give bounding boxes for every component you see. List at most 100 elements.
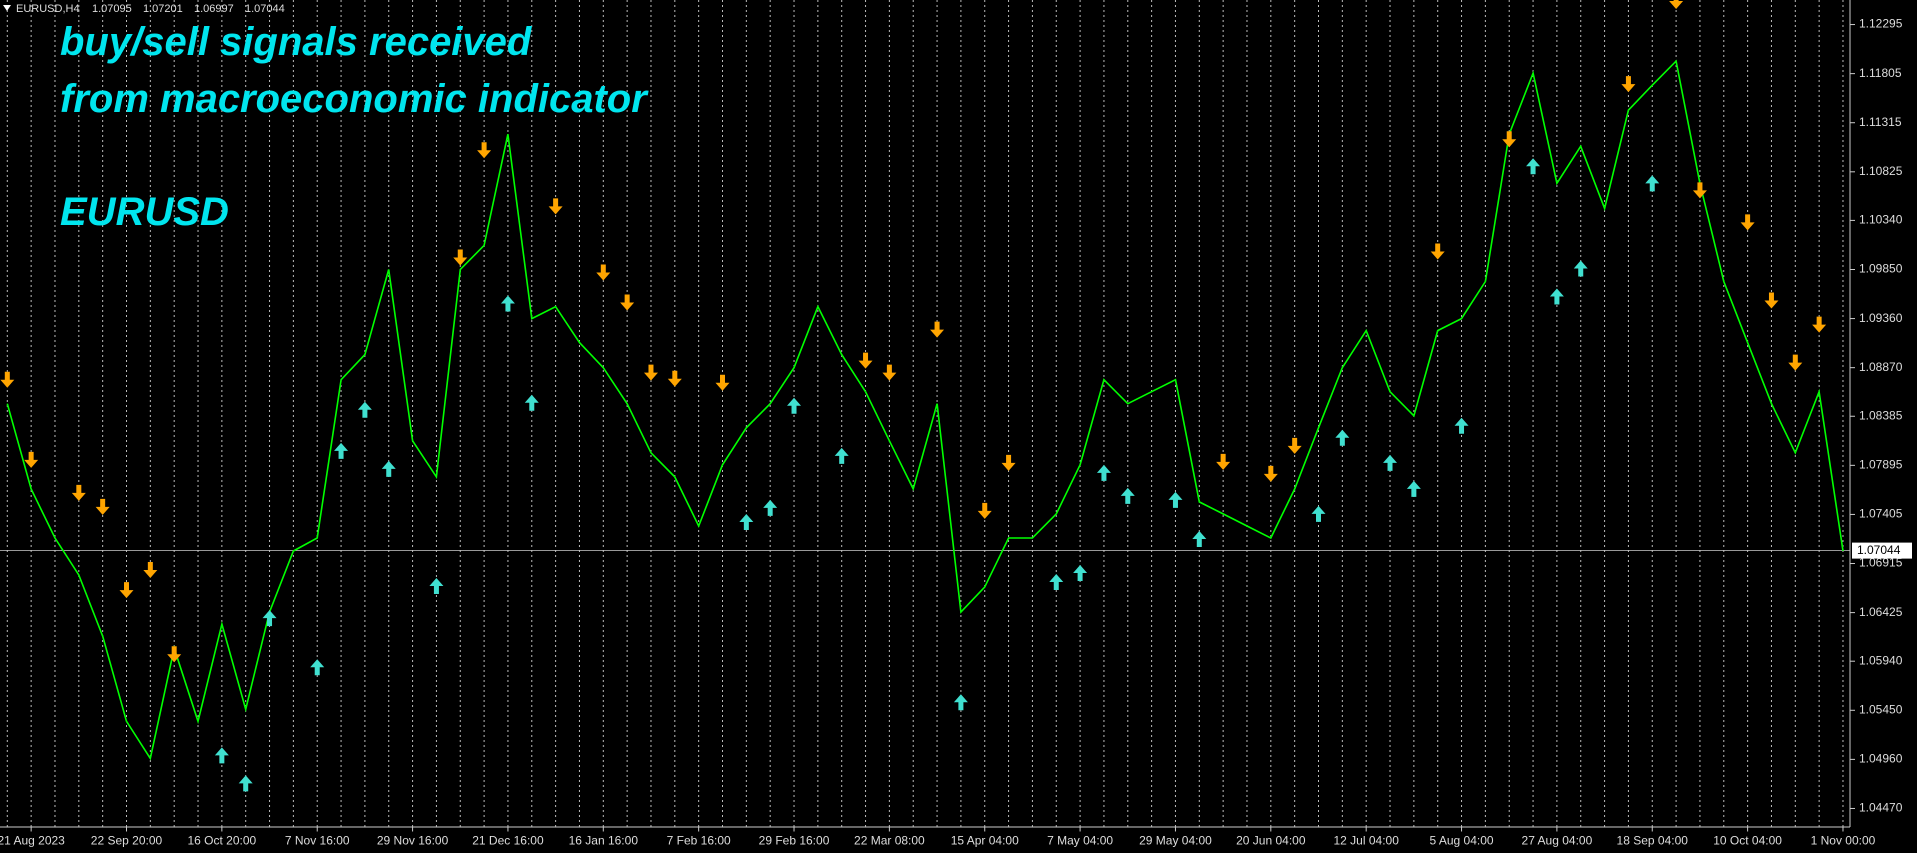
sell-arrow — [0, 371, 15, 388]
buy-arrow — [1073, 565, 1088, 582]
y-tick-label: 1.04470 — [1859, 801, 1903, 815]
sell-arrow — [858, 352, 873, 369]
buy-arrow — [834, 447, 849, 464]
ohlc-high: 1.07201 — [143, 3, 183, 15]
x-tick-label: 16 Oct 20:00 — [188, 834, 257, 848]
sell-arrow — [1669, 0, 1684, 10]
x-tick-label: 7 Nov 16:00 — [285, 834, 350, 848]
sell-arrow — [1740, 214, 1755, 231]
annotation: buy/sell signals received — [60, 20, 533, 64]
sell-arrow — [882, 364, 897, 381]
sell-arrow — [930, 321, 945, 338]
buy-arrow — [262, 610, 277, 627]
buy-arrow — [739, 513, 754, 530]
x-tick-label: 16 Jan 16:00 — [569, 834, 639, 848]
sell-arrow — [167, 646, 182, 663]
x-tick-label: 22 Mar 08:00 — [854, 834, 925, 848]
price-line — [6, 59, 1844, 761]
buy-arrow — [1311, 505, 1326, 522]
ohlc-close: 1.07044 — [245, 3, 285, 15]
y-tick-label: 1.09850 — [1859, 262, 1903, 276]
buy-arrow — [1335, 429, 1350, 446]
x-tick-label: 7 Feb 16:00 — [667, 834, 731, 848]
sell-arrow — [667, 370, 682, 387]
x-tick-label: 22 Sep 20:00 — [91, 834, 163, 848]
y-tick-label: 1.07405 — [1859, 507, 1903, 521]
buy-arrow — [763, 499, 778, 516]
sell-arrow — [95, 498, 110, 515]
ohlc-low: 1.06997 — [194, 3, 234, 15]
sell-arrow — [477, 142, 492, 159]
y-tick-label: 1.08870 — [1859, 360, 1903, 374]
y-tick-label: 1.11805 — [1859, 66, 1902, 80]
x-tick-label: 7 May 04:00 — [1047, 834, 1113, 848]
menu-triangle[interactable] — [3, 5, 11, 11]
buy-arrow — [500, 295, 515, 312]
buy-arrow — [1573, 260, 1588, 277]
buy-arrow — [214, 747, 229, 764]
y-tick-label: 1.12295 — [1859, 17, 1903, 31]
x-tick-label: 29 Feb 16:00 — [759, 834, 830, 848]
buy-arrow — [1383, 454, 1398, 471]
buy-arrow — [1526, 158, 1541, 175]
symbol-label: EURUSD,H4 — [16, 3, 80, 15]
y-tick-label: 1.05940 — [1859, 653, 1903, 667]
y-tick-label: 1.04960 — [1859, 752, 1903, 766]
sell-arrow — [1812, 316, 1827, 333]
x-tick-label: 15 Apr 04:00 — [951, 834, 1019, 848]
y-tick-label: 1.11315 — [1859, 115, 1902, 129]
x-tick-label: 18 Sep 04:00 — [1617, 834, 1689, 848]
y-tick-label: 1.06425 — [1859, 605, 1903, 619]
ohlc-open: 1.07095 — [92, 3, 132, 15]
sell-arrow — [548, 198, 563, 215]
buy-arrow — [238, 775, 253, 792]
buy-arrow — [524, 394, 539, 411]
y-tick-label: 1.09360 — [1859, 311, 1903, 325]
x-tick-label: 12 Jul 04:00 — [1333, 834, 1399, 848]
y-tick-label: 1.10340 — [1859, 213, 1903, 227]
sell-arrow — [977, 502, 992, 519]
sell-arrow — [453, 249, 468, 266]
current-price-label: 1.07044 — [1857, 543, 1901, 557]
buy-arrow — [1192, 530, 1207, 547]
sell-arrow — [1430, 243, 1445, 260]
y-tick-label: 1.10825 — [1859, 164, 1903, 178]
x-tick-label: 21 Dec 16:00 — [472, 834, 544, 848]
y-tick-label: 1.07895 — [1859, 458, 1903, 472]
sell-arrow — [1502, 131, 1517, 148]
x-tick-label: 27 Aug 04:00 — [1522, 834, 1593, 848]
buy-arrow — [1049, 574, 1064, 591]
buy-arrow — [381, 460, 396, 477]
x-tick-label: 5 Aug 04:00 — [1430, 834, 1494, 848]
current-price-box — [1852, 542, 1912, 559]
sell-arrow — [119, 582, 134, 599]
sell-arrow — [620, 294, 635, 311]
buy-arrow — [1454, 417, 1469, 434]
buy-arrow — [1096, 464, 1111, 481]
sell-arrow — [715, 374, 730, 391]
sell-arrow — [1692, 182, 1707, 199]
sell-arrow — [1764, 292, 1779, 309]
y-tick-label: 1.06915 — [1859, 556, 1903, 570]
sell-arrow — [1788, 354, 1803, 371]
buy-arrow — [1549, 288, 1564, 305]
sell-arrow — [596, 264, 611, 281]
buy-arrow — [1406, 480, 1421, 497]
marks — [0, 0, 1850, 792]
sell-arrow — [1263, 465, 1278, 482]
x-tick-label: 21 Aug 2023 — [0, 834, 65, 848]
y-tick-label: 1.08385 — [1859, 408, 1903, 422]
annotation: EURUSD — [60, 190, 229, 234]
buy-arrow — [787, 397, 802, 414]
buy-arrow — [1168, 491, 1183, 508]
sell-arrow — [143, 562, 158, 579]
sell-arrow — [71, 484, 86, 501]
x-tick-label: 29 May 04:00 — [1139, 834, 1212, 848]
buy-arrow — [1120, 487, 1135, 504]
x-tick-label: 10 Oct 04:00 — [1713, 834, 1782, 848]
x-tick-label: 1 Nov 00:00 — [1811, 834, 1876, 848]
buy-arrow — [310, 659, 325, 676]
buy-arrow — [334, 442, 349, 459]
buy-arrow — [953, 694, 968, 711]
